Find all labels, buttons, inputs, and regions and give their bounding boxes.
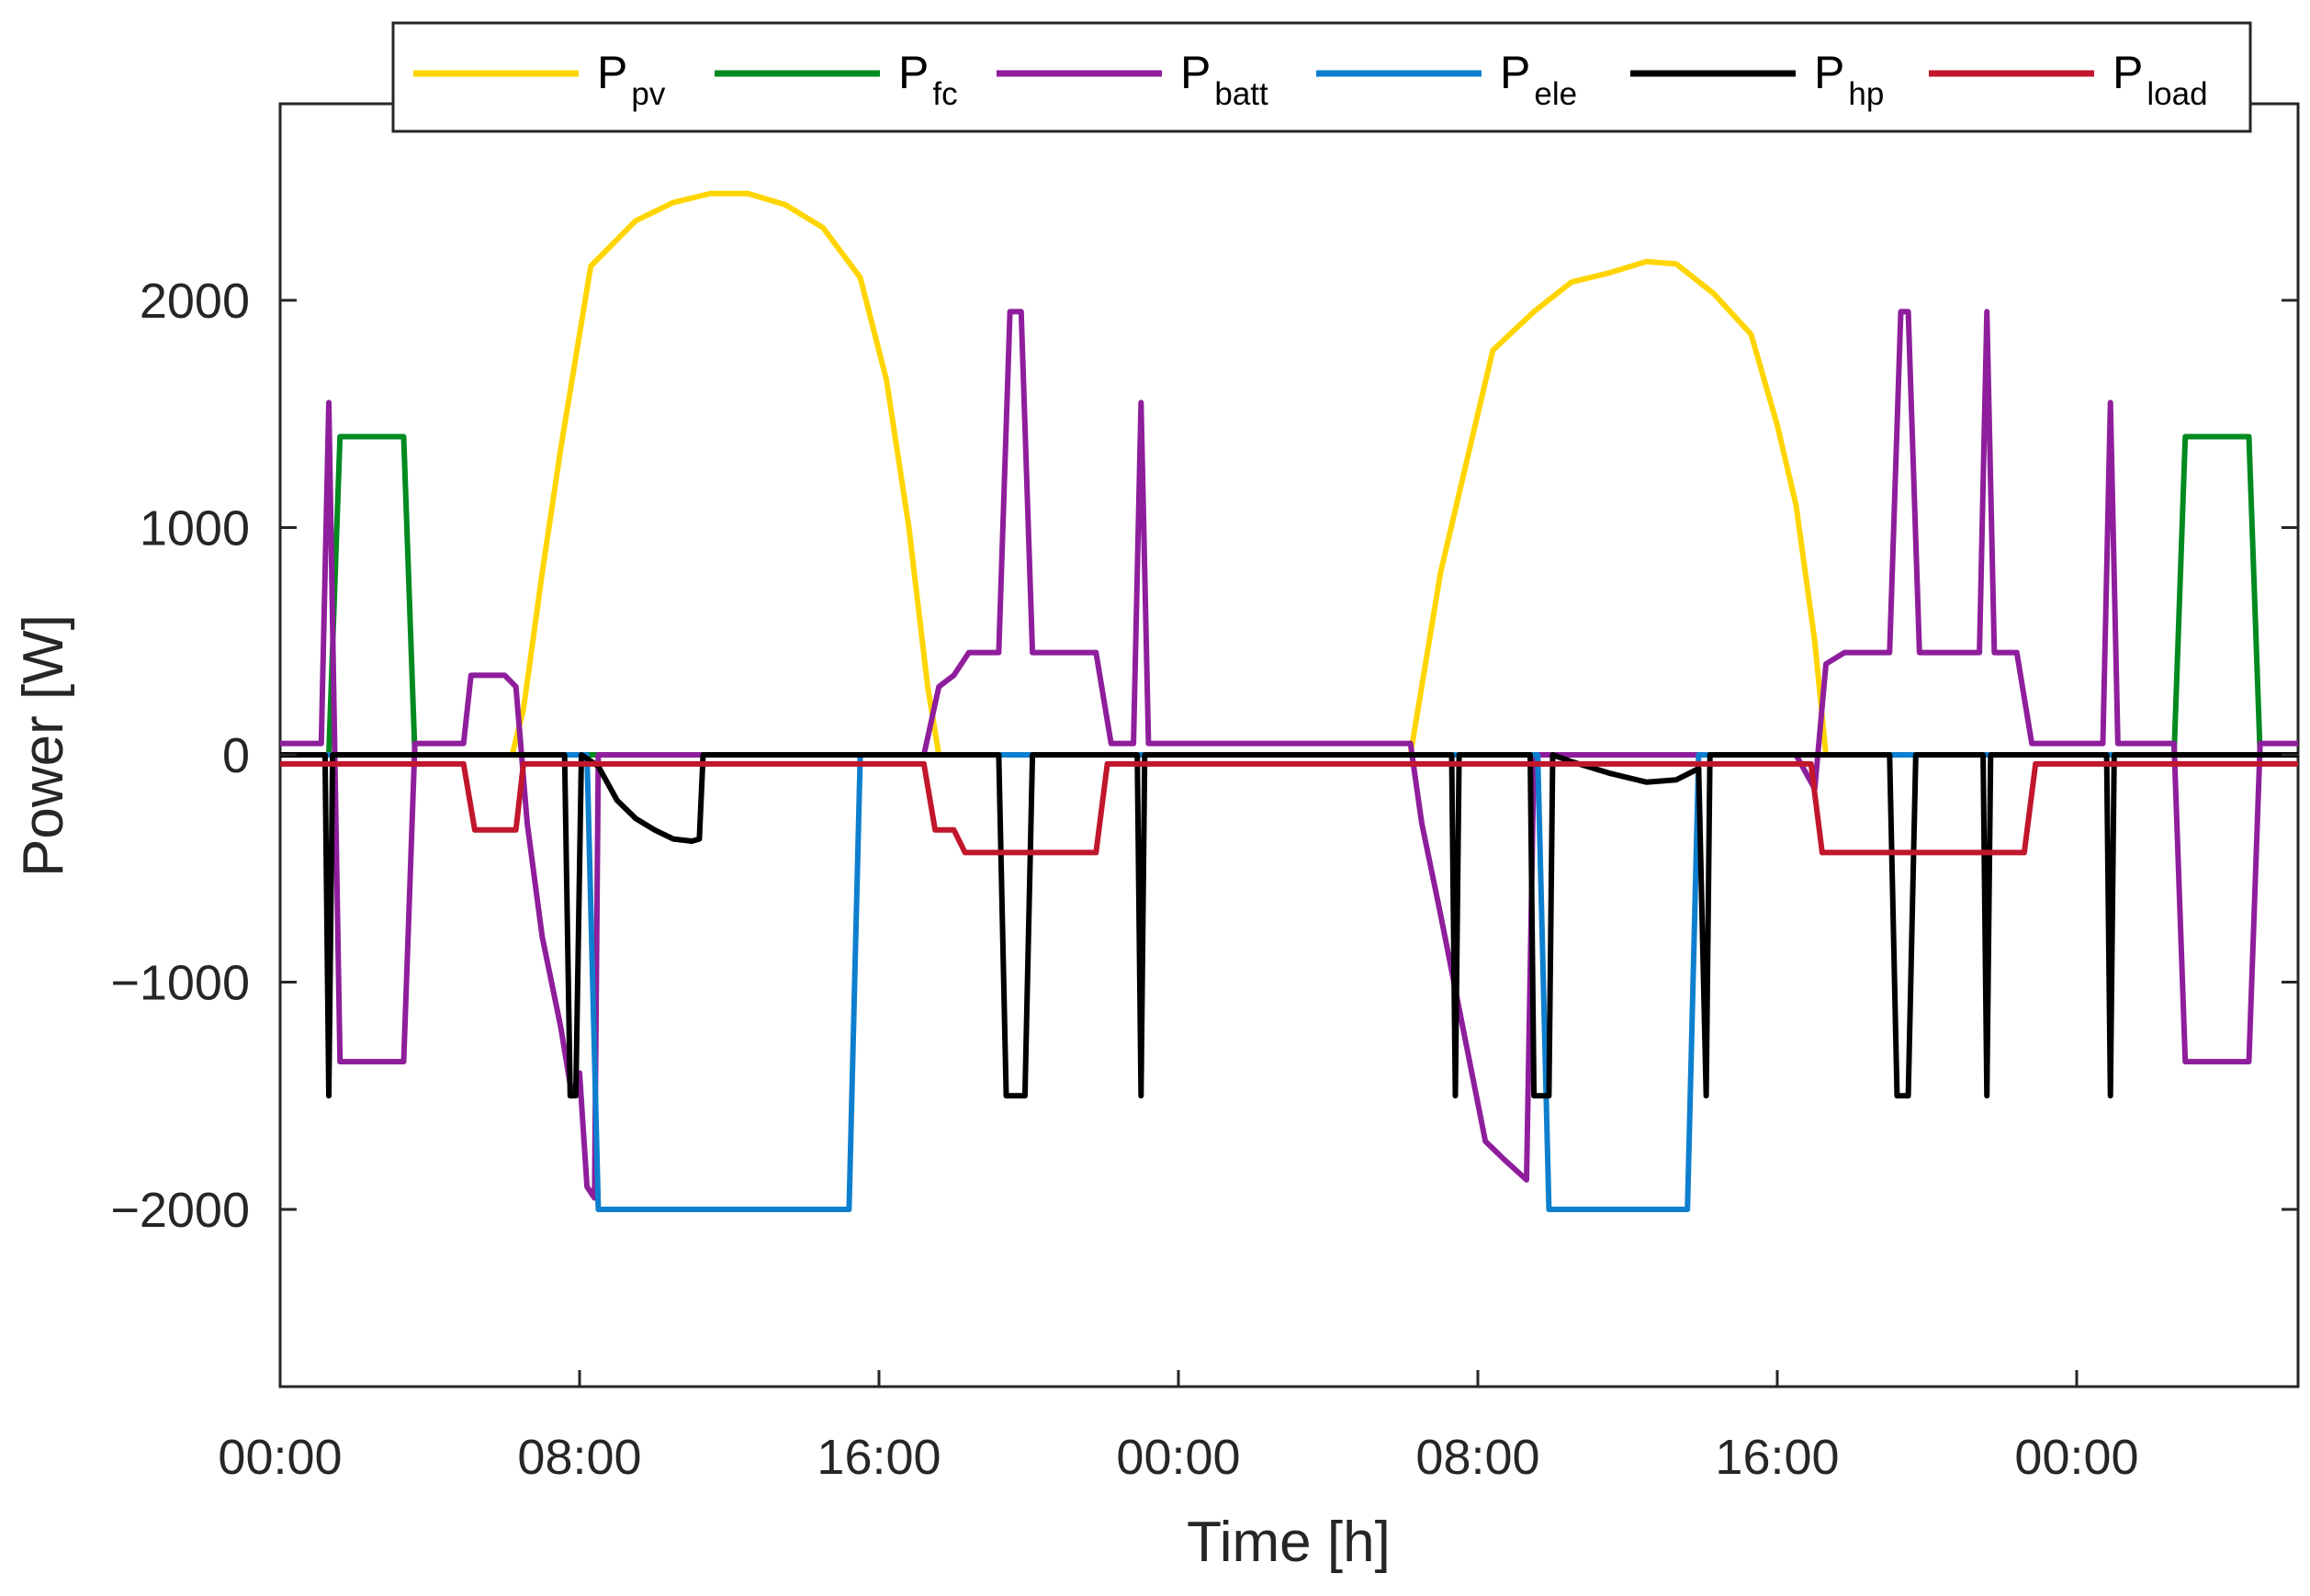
x-axis-title: Time [h] xyxy=(1187,1511,1391,1574)
x-tick-label: 08:00 xyxy=(517,1430,641,1485)
y-tick-label: 2000 xyxy=(140,274,250,329)
x-tick-label: 00:00 xyxy=(218,1430,342,1485)
x-tick-label: 16:00 xyxy=(817,1430,941,1485)
x-axis: 00:00 08:00 16:00 00:00 08:00 16:00 00:00 xyxy=(218,104,2139,1485)
x-tick-label: 08:00 xyxy=(1415,1430,1539,1485)
series-line-load xyxy=(280,760,2298,856)
y-axis: −2000 −1000 0 1000 2000 xyxy=(110,274,2298,1238)
x-tick-label: 16:00 xyxy=(1715,1430,1839,1485)
y-tick-label: −2000 xyxy=(110,1183,250,1238)
series-layer xyxy=(280,190,2298,1212)
y-tick-label: 0 xyxy=(222,728,250,783)
x-tick-label: 00:00 xyxy=(2014,1430,2138,1485)
y-axis-title: Power [W] xyxy=(12,614,75,877)
y-tick-label: 1000 xyxy=(140,501,250,556)
x-tick-label: 00:00 xyxy=(1116,1430,1240,1485)
series-line-batt xyxy=(280,309,2298,1201)
y-tick-label: −1000 xyxy=(110,956,250,1011)
legend-box xyxy=(391,21,2252,133)
